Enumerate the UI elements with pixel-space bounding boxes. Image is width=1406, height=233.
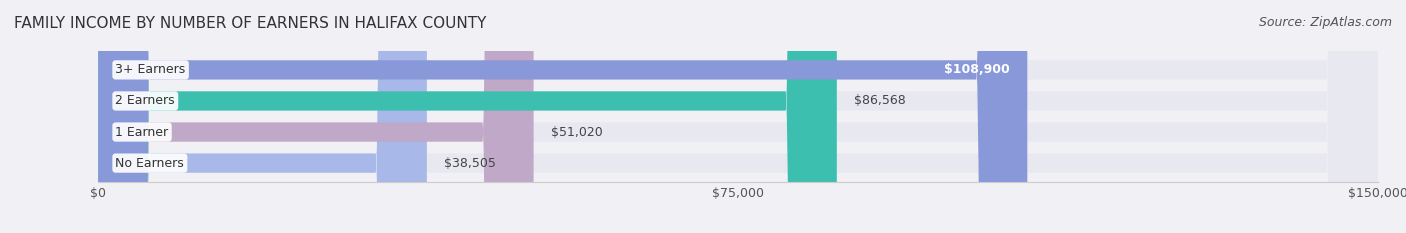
Text: $38,505: $38,505 [444,157,496,170]
FancyBboxPatch shape [98,0,1378,233]
Text: $86,568: $86,568 [853,94,905,107]
FancyBboxPatch shape [98,0,1378,233]
FancyBboxPatch shape [98,0,534,233]
Text: 3+ Earners: 3+ Earners [115,63,186,76]
Text: 1 Earner: 1 Earner [115,126,169,139]
Text: FAMILY INCOME BY NUMBER OF EARNERS IN HALIFAX COUNTY: FAMILY INCOME BY NUMBER OF EARNERS IN HA… [14,16,486,31]
FancyBboxPatch shape [98,0,1378,233]
FancyBboxPatch shape [98,0,427,233]
Text: Source: ZipAtlas.com: Source: ZipAtlas.com [1258,16,1392,29]
FancyBboxPatch shape [98,0,1378,233]
Text: $51,020: $51,020 [551,126,602,139]
FancyBboxPatch shape [98,0,1028,233]
Text: 2 Earners: 2 Earners [115,94,176,107]
Text: No Earners: No Earners [115,157,184,170]
Text: $108,900: $108,900 [945,63,1011,76]
FancyBboxPatch shape [98,0,837,233]
